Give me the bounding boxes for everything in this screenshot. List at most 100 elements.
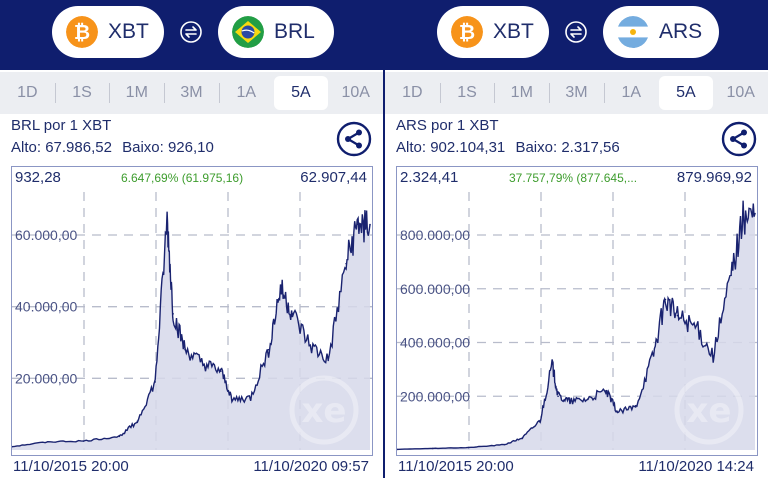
- data-point: [166, 219, 168, 222]
- panel-divider: [383, 0, 385, 478]
- data-point: [730, 274, 732, 277]
- data-point: [220, 370, 222, 372]
- chart-start-value: 932,28: [15, 169, 61, 186]
- data-point: [634, 406, 637, 408]
- to-currency-code: ARS: [659, 20, 703, 43]
- data-point: [345, 262, 347, 265]
- share-icon[interactable]: [336, 121, 372, 157]
- y-tick-label: 200.000,00: [400, 388, 470, 404]
- data-point: [12, 445, 13, 448]
- tab-10a[interactable]: 10A: [726, 84, 755, 101]
- data-point: [742, 218, 744, 220]
- data-point: [231, 399, 234, 401]
- xe-watermark-icon: xe: [289, 375, 359, 445]
- tab-3m[interactable]: 3M: [549, 72, 604, 114]
- data-point: [754, 212, 756, 215]
- svg-text:₿: ₿: [74, 20, 90, 44]
- svg-text:xe: xe: [302, 391, 347, 431]
- data-point: [291, 313, 294, 315]
- series-area: [397, 200, 755, 450]
- data-point: [118, 435, 121, 438]
- tab-3m[interactable]: 3M: [164, 72, 219, 114]
- tab-1m[interactable]: 1M: [494, 72, 549, 114]
- data-point: [616, 411, 619, 414]
- chart-change: 6.647,69% (61.975,16): [121, 171, 244, 185]
- data-point: [432, 447, 434, 450]
- data-point: [309, 345, 312, 347]
- chart-start-date: 11/10/2015 20:00: [398, 458, 514, 475]
- data-point: [136, 420, 139, 423]
- currency-header: ₿ XBT BRL: [0, 0, 383, 70]
- tab-1m[interactable]: 1M: [109, 72, 164, 114]
- data-point: [279, 287, 282, 290]
- tab-1d[interactable]: 1D: [17, 84, 38, 101]
- tab-1s[interactable]: 1S: [54, 72, 110, 114]
- to-currency-selector[interactable]: BRL: [218, 6, 334, 58]
- y-tick-label: 600.000,00: [400, 281, 470, 297]
- high-low-info: Alto: 902.104,31 Baixo: 2.317,56: [396, 139, 620, 156]
- data-point: [184, 348, 186, 351]
- data-point: [172, 313, 174, 315]
- low-value: 926,10: [167, 139, 214, 156]
- share-icon[interactable]: [721, 121, 757, 157]
- chart-start-value: 2.324,41: [400, 169, 459, 186]
- y-tick-label: 400.000,00: [400, 335, 470, 351]
- chart-end-value: 879.969,92: [676, 169, 752, 186]
- currency-header: ₿ XBT ARS: [385, 0, 768, 70]
- from-currency-selector[interactable]: ₿ XBT: [437, 6, 549, 58]
- rate-chart-brl: 20.000,00 40.000,00 60.000,00 xe: [12, 192, 372, 450]
- period-tabs: 1D 1S 1M 3M 1A 5A 10A: [0, 72, 383, 114]
- tab-1s[interactable]: 1S: [439, 72, 495, 114]
- svg-text:₿: ₿: [459, 20, 475, 44]
- data-point: [154, 381, 156, 383]
- period-tabs: 1D 1S 1M 3M 1A 5A 10A: [385, 72, 768, 114]
- low-label: Baixo:: [515, 139, 558, 156]
- brazil-flag-icon: [232, 16, 264, 48]
- data-point: [47, 440, 49, 443]
- data-point: [605, 390, 607, 392]
- data-point: [712, 355, 715, 357]
- chart-end-date: 11/10/2020 14:24: [638, 458, 754, 475]
- swap-icon[interactable]: [178, 20, 204, 44]
- tab-5a[interactable]: 5A: [273, 76, 329, 110]
- data-point: [551, 363, 553, 365]
- tab-1a[interactable]: 1A: [603, 72, 659, 114]
- high-value: 902.104,31: [430, 139, 506, 156]
- tab-5a[interactable]: 5A: [658, 76, 714, 110]
- to-currency-code: BRL: [274, 20, 315, 43]
- rate-title: BRL por 1 XBT: [11, 117, 112, 134]
- rate-title: ARS por 1 XBT: [396, 117, 499, 134]
- data-point: [82, 440, 85, 442]
- data-point: [539, 419, 541, 422]
- tab-1a[interactable]: 1A: [218, 72, 274, 114]
- tab-1d[interactable]: 1D: [402, 84, 423, 101]
- tab-10a[interactable]: 10A: [341, 84, 370, 101]
- series-line: [12, 210, 371, 448]
- y-tick-label: 20.000,00: [15, 370, 77, 386]
- data-point: [569, 400, 571, 403]
- high-value: 67.986,52: [45, 139, 112, 156]
- from-currency-code: XBT: [493, 20, 534, 43]
- to-currency-selector[interactable]: ARS: [603, 6, 719, 58]
- from-currency-code: XBT: [108, 20, 149, 43]
- data-point: [557, 395, 559, 398]
- from-currency-selector[interactable]: ₿ XBT: [52, 6, 164, 58]
- swap-icon[interactable]: [563, 20, 589, 44]
- svg-text:xe: xe: [687, 391, 732, 431]
- low-value: 2.317,56: [561, 139, 620, 156]
- y-tick-label: 800.000,00: [400, 227, 470, 243]
- data-point: [357, 223, 359, 226]
- bitcoin-icon: ₿: [66, 16, 98, 48]
- y-tick-label: 40.000,00: [15, 299, 77, 315]
- data-point: [676, 314, 679, 317]
- data-point: [327, 359, 330, 362]
- data-point: [202, 363, 204, 365]
- data-point: [652, 352, 655, 355]
- data-point: [694, 325, 697, 328]
- data-point: [369, 223, 371, 226]
- low-label: Baixo:: [122, 139, 164, 156]
- chart-start-date: 11/10/2015 20:00: [13, 458, 129, 475]
- chart-end-value: 62.907,44: [300, 169, 367, 186]
- series-line: [397, 200, 756, 451]
